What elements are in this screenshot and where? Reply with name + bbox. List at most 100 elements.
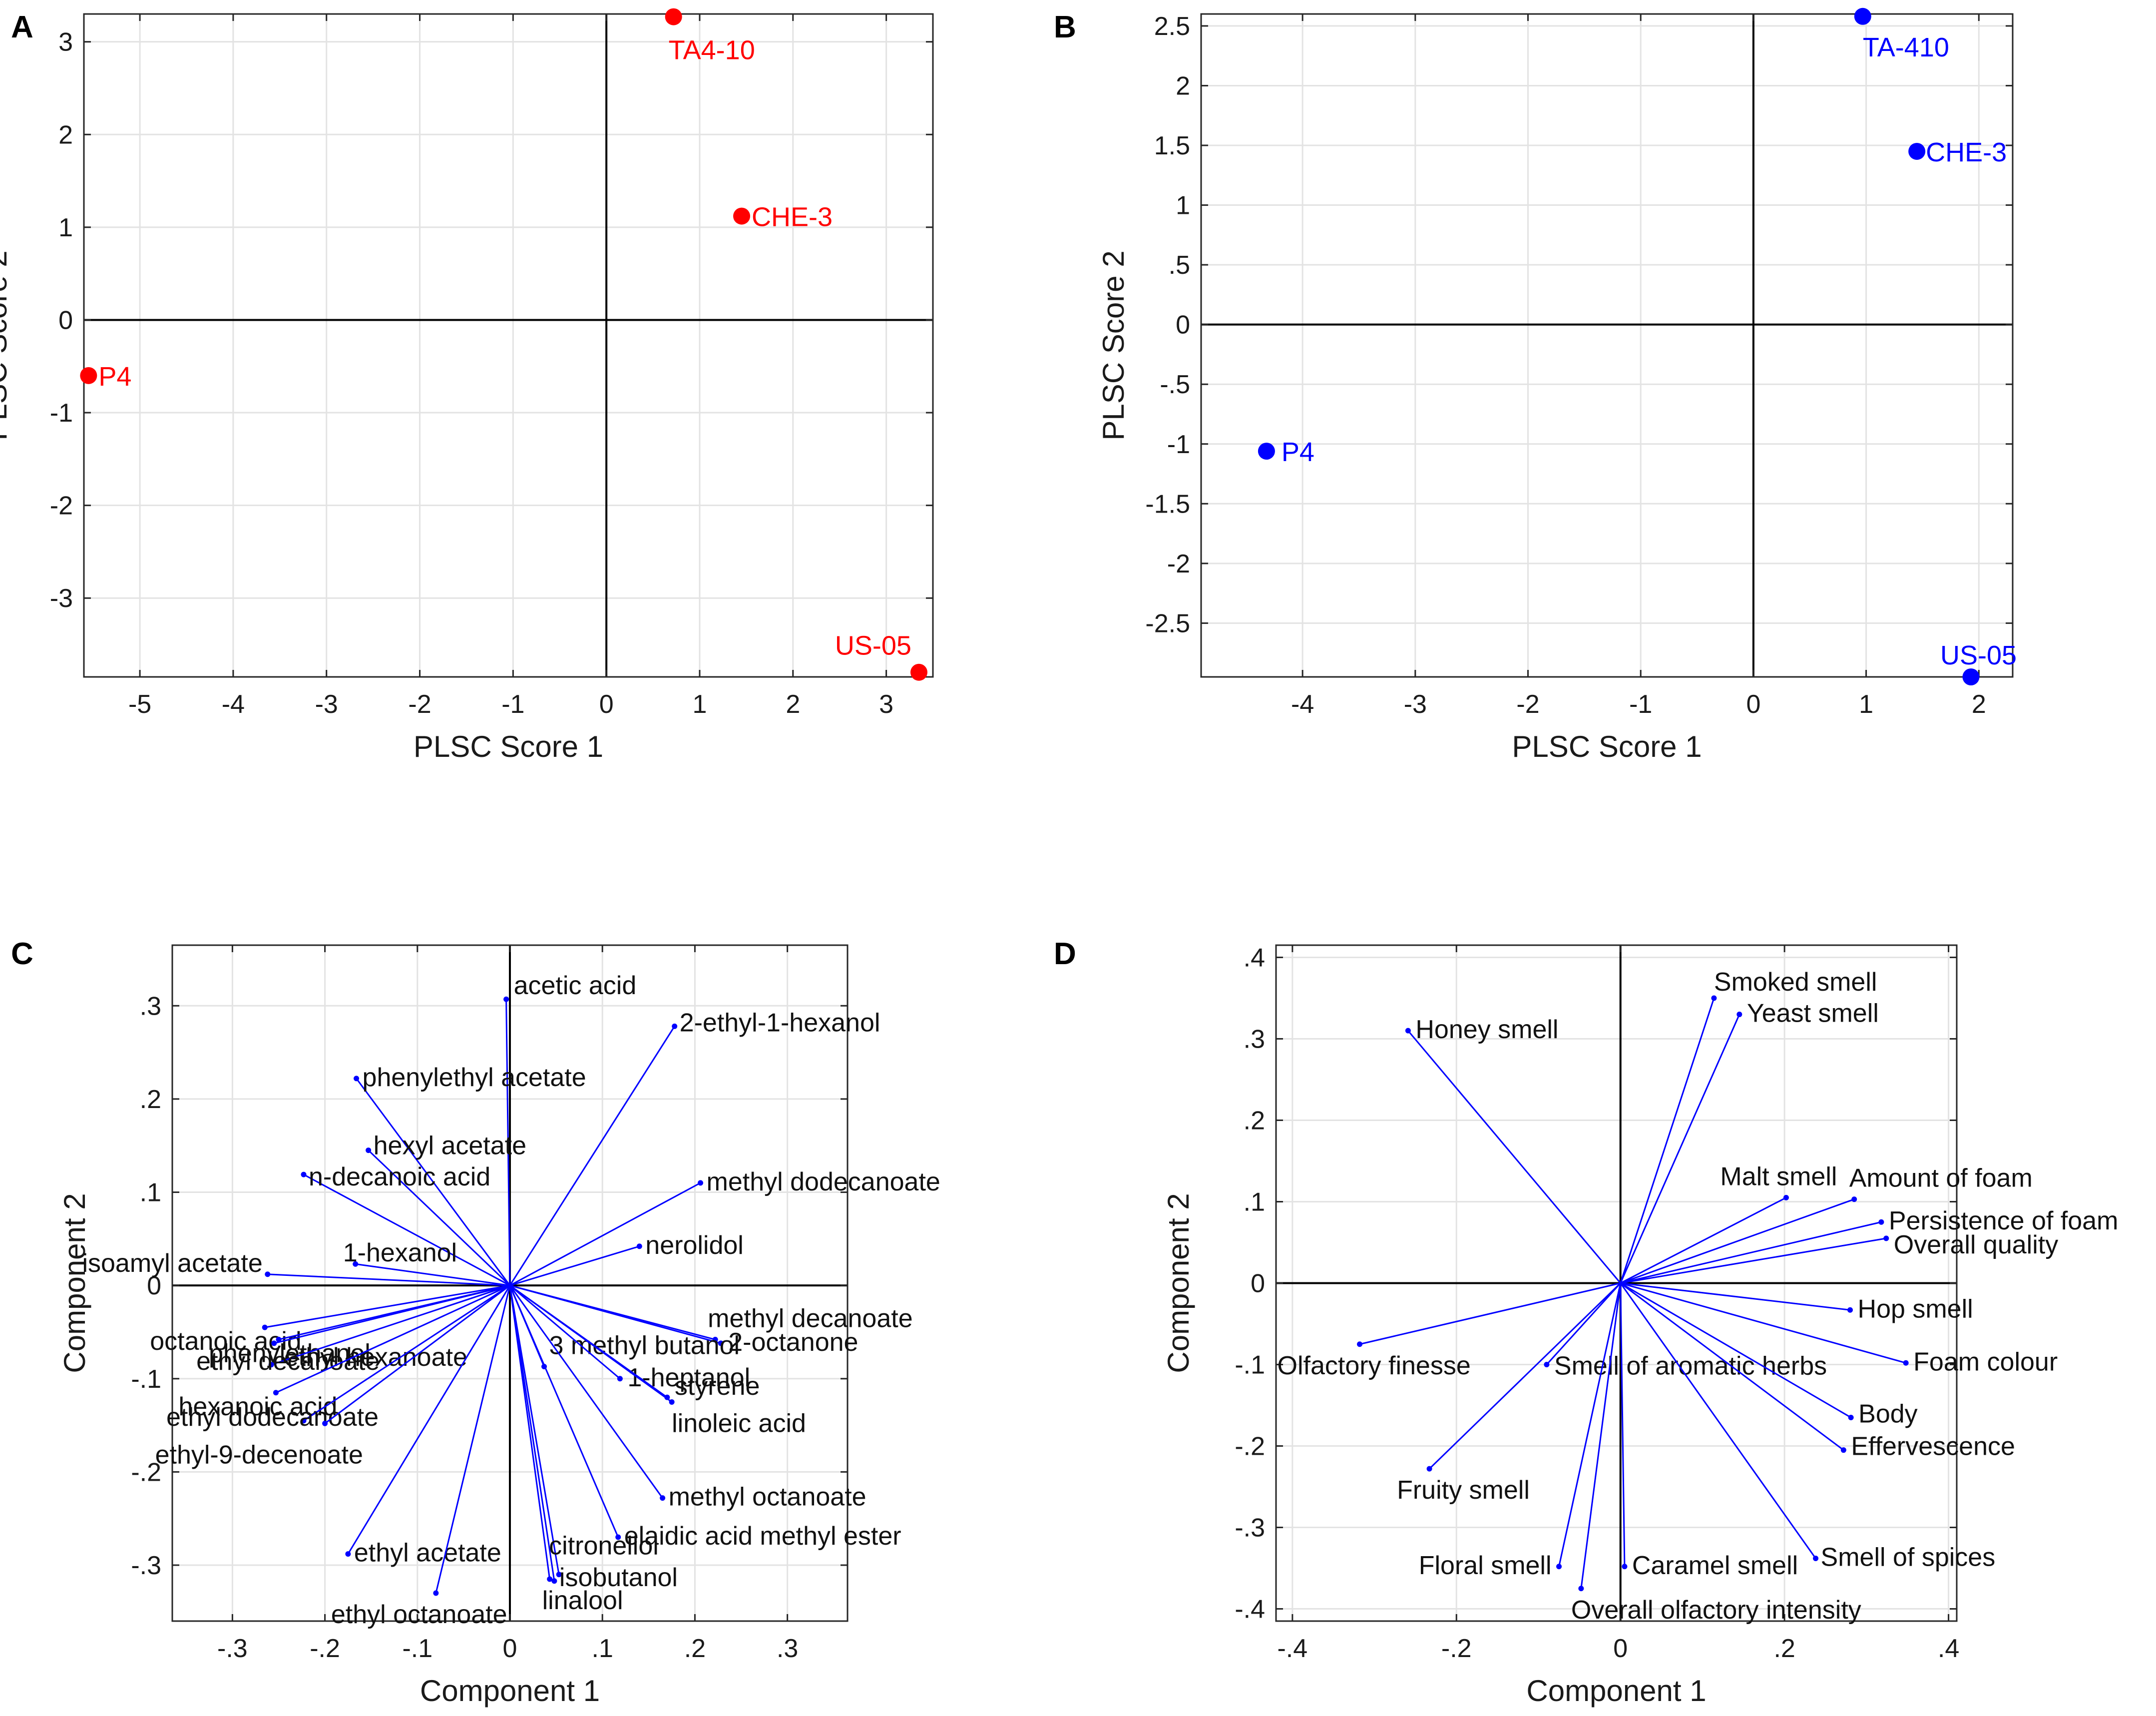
panel-a: A -5 -4 -3 -2 -1 0 1 2 3 -3 -2 -1 0 1 2 3 PLSC Score 1 PLS… (0, 8, 934, 763)
x-tick-label: .3 (777, 1634, 798, 1663)
vector-isoamyl-acetate (267, 1273, 510, 1286)
vector-linoleic-acid (509, 1284, 672, 1403)
vector-label-phenylethyl-acetate: phenylethyl acetate (363, 1063, 586, 1092)
vector-label-nerolidol: nerolidol (645, 1231, 744, 1260)
y-tick-label: -2 (1167, 550, 1190, 578)
vector-tip-elaidic-acid-methyl-ester (615, 1534, 621, 1540)
vector-tip-persistence-of-foam (1878, 1219, 1884, 1225)
data-points: TA4-10 CHE-3 P4 US-05 (80, 8, 927, 681)
x-tick-label: 2 (786, 690, 800, 719)
y-tick-label: .3 (140, 992, 161, 1021)
vector-tip-styrene (664, 1394, 670, 1400)
vector-label-fruity-smell: Fruity smell (1397, 1476, 1530, 1505)
point-us-05 (910, 663, 927, 681)
x-axis-label: Component 1 (420, 1674, 600, 1708)
y-tick-label: .3 (1244, 1025, 1265, 1054)
vector-label-malt-smell: Malt smell (1720, 1162, 1837, 1191)
panel-letter-d: D (1054, 937, 1076, 971)
vector-label-yeast-smell: Yeast smell (1747, 999, 1879, 1028)
y-tick-label: -.2 (1235, 1432, 1265, 1461)
vector-tip-overall-quality (1883, 1235, 1889, 1241)
x-tick-label: -.1 (402, 1634, 432, 1663)
point-label-ta4-10: TA4-10 (669, 35, 755, 65)
vector-label-ethyl-dodecanoate: ethyl dodecanoate (166, 1403, 379, 1432)
point-us-05 (1962, 668, 1980, 685)
vector-label-honey-smell: Honey smell (1415, 1015, 1558, 1044)
vector-tip-hexanoic-acid (273, 1390, 279, 1396)
y-tick-label: .2 (1244, 1106, 1265, 1135)
x-tick-label: -3 (1404, 690, 1427, 719)
vector-label-methyl-dodecanoate: methyl dodecanoate (707, 1167, 940, 1196)
vector-label-isoamyl-acetate: isoamyl acetate (82, 1249, 262, 1278)
y-tick-label: -.3 (1235, 1514, 1265, 1543)
x-tick-label: -4 (222, 690, 245, 719)
grid-lines (1201, 14, 2013, 677)
x-tick-label: 0 (599, 690, 614, 719)
y-tick-label: 0 (1251, 1269, 1265, 1298)
vector-olfactory-finesse (1359, 1282, 1621, 1345)
y-tick-label: .1 (140, 1178, 161, 1207)
vector-hop-smell (1620, 1282, 1850, 1311)
y-tick-label: .1 (1244, 1187, 1265, 1216)
vector-2-ethyl-1-hexanol (509, 1026, 675, 1286)
vector-label-olfactory-finesse: Olfactory finesse (1278, 1351, 1471, 1380)
point-label-us-05: US-05 (835, 631, 911, 661)
vector-label-phenylethanol: phenylethanol (209, 1339, 371, 1368)
vector-tip-yeast-smell (1736, 1012, 1742, 1018)
x-tick-label: -.2 (1441, 1634, 1472, 1663)
vector-foam-colour (1620, 1282, 1906, 1364)
vector-tip-ethyl-hexanoate (271, 1340, 277, 1346)
vector-amount-of-foam (1620, 1198, 1855, 1284)
x-tick-label: -2 (1516, 690, 1539, 719)
vector-label-caramel-smell: Caramel smell (1632, 1551, 1798, 1580)
vector-citronellol (509, 1285, 560, 1575)
vector-tip-2-ethyl-1-hexanol (672, 1023, 678, 1029)
x-axis-label: PLSC Score 1 (1512, 730, 1702, 763)
vector-1-heptanol (509, 1285, 621, 1379)
vector-ethyl-octanoate (435, 1285, 511, 1594)
y-tick-label: -1 (50, 399, 73, 428)
y-tick-label: -1.5 (1145, 490, 1190, 519)
vector-label-persistence-of-foam: Persistence of foam (1889, 1206, 2119, 1235)
point-label-che-3: CHE-3 (1926, 137, 2007, 167)
vector-tip-isoamyl-acetate (265, 1271, 271, 1277)
point-ta-410 (1854, 7, 1871, 25)
vector-tip-floral-smell (1556, 1564, 1562, 1570)
vector-label-methyl-decanoate: methyl decanoate (708, 1304, 913, 1333)
vector-ethyl-dodecanoate (303, 1284, 510, 1422)
panel-letter-c: C (11, 937, 33, 971)
vector-label-linoleic-acid: linoleic acid (672, 1409, 806, 1438)
vector-label-ethyl-acetate: ethyl acetate (354, 1539, 501, 1568)
x-tick-label: .1 (592, 1634, 613, 1663)
y-tick-label: 1 (58, 213, 73, 242)
x-tick-label: -.4 (1277, 1634, 1307, 1663)
y-axis-label: Component 2 (1162, 1193, 1195, 1373)
vector-effervescence (1620, 1282, 1844, 1451)
vector-tip-smoked-smell (1711, 995, 1717, 1001)
vector-smell-of-aromatic-herbs (1546, 1282, 1621, 1365)
vector-ethyl-hexanoate (274, 1284, 510, 1344)
vector-tip-nerolidol (636, 1243, 642, 1249)
point-che-3 (733, 207, 751, 225)
vector-1-hexanol (355, 1263, 510, 1286)
vector-smoked-smell (1620, 998, 1715, 1283)
vector-label-hexyl-acetate: hexyl acetate (374, 1132, 526, 1160)
vector-label-ethyl-decanoate: ethyl decanoate (196, 1347, 380, 1376)
y-tick-label: 3 (58, 28, 73, 57)
vector-tip-ethyl-dodecanoate (301, 1418, 307, 1424)
vector-tip-malt-smell (1783, 1194, 1789, 1200)
y-tick-label: -.1 (131, 1365, 161, 1394)
point-label-p4: P4 (98, 362, 131, 392)
y-axis-label: PLSC Score 2 (0, 250, 13, 440)
y-tick-label: 0 (1176, 311, 1190, 340)
vector-tip-octanoic-acid (262, 1324, 268, 1330)
vector-tip-methyl-dodecanoate (698, 1180, 704, 1186)
vector-honey-smell (1407, 1030, 1621, 1284)
panel-d: D -.4 -.2 0 .2 .4 -.4 -.3 -.2 -.1 0 .1 .2 .3 .4 Compone… (1054, 937, 2118, 1708)
x-tick-label: -5 (128, 690, 151, 719)
vector-elaidic-acid-methyl-ester (509, 1285, 619, 1538)
vector-label-amount-of-foam: Amount of foam (1849, 1164, 2033, 1193)
point-che-3 (1908, 142, 1926, 160)
